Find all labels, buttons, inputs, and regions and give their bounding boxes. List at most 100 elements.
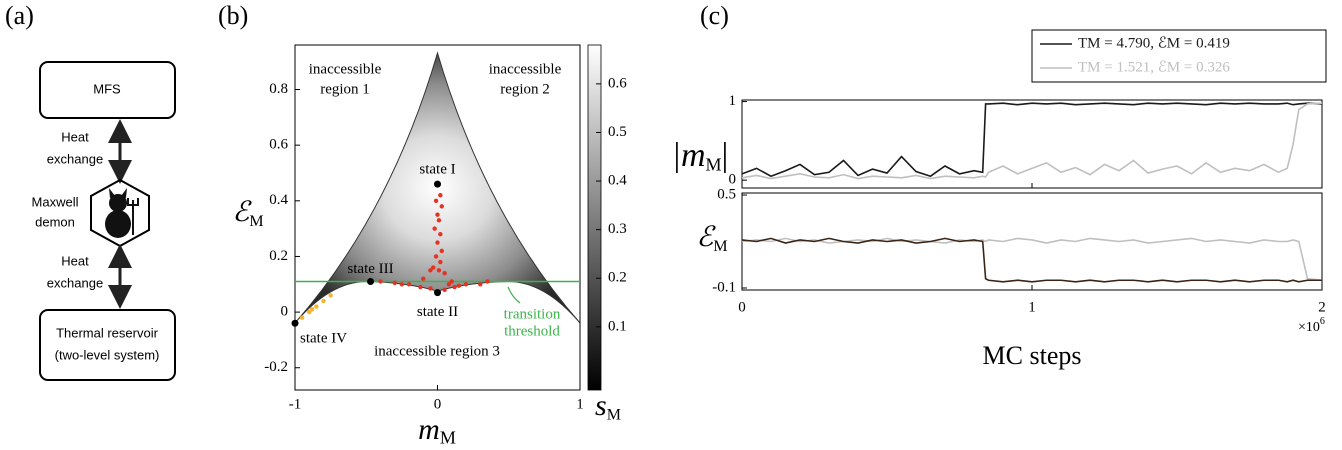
scatter-point (378, 279, 383, 284)
scatter-point (438, 231, 443, 237)
scatter-point (439, 204, 444, 209)
scatter-point (431, 265, 436, 270)
demon-text: Maxwell (32, 194, 79, 209)
state-point (434, 289, 441, 297)
label-sub: M (249, 213, 263, 230)
y-tick-label: 1 (729, 93, 737, 109)
link-text: Heat (61, 253, 89, 268)
mfs-box (39, 61, 176, 119)
box-text: Thermal reservoir (56, 325, 159, 340)
region-label: inaccessible (489, 61, 562, 77)
region-label: region 1 (320, 81, 370, 97)
axis-label: |mM| (672, 137, 729, 175)
scatter-point (442, 287, 447, 293)
plot-frame (741, 99, 1323, 189)
x-tick-label: -1 (289, 396, 302, 412)
panel-label: (c) (700, 1, 729, 30)
region-label: inaccessible region 3 (374, 343, 500, 359)
axis-label: ℰM (696, 222, 727, 254)
x-tick-label: 0 (738, 299, 746, 315)
multiplier-base: ×10 (1298, 320, 1320, 335)
colorbar-tick-label: 0.5 (608, 124, 627, 140)
scatter-point (436, 268, 442, 273)
y-tick-label: -0.1 (712, 279, 736, 295)
y-tick-label: 0 (729, 172, 737, 188)
reservoir-box (39, 309, 176, 381)
x-tick-label: 2 (1318, 299, 1326, 315)
scatter-point (452, 284, 457, 290)
scatter-point (399, 282, 405, 287)
scatter-point (438, 259, 443, 265)
scatter-point (421, 276, 426, 281)
axis-label: ℰM (232, 197, 263, 229)
colorbar-tick-label: 0.2 (608, 270, 627, 286)
colorbar-tick-label: 0.3 (608, 221, 627, 237)
x-multiplier: ×106 (1298, 316, 1325, 335)
x-tick-label: 0 (434, 396, 442, 412)
label-main: ℰ (696, 222, 716, 253)
scatter-point (438, 193, 443, 198)
phase-region (294, 44, 602, 391)
series-line (741, 237, 1323, 282)
series-line (741, 102, 1323, 178)
series-line (741, 102, 1323, 180)
scatter-point (309, 307, 315, 312)
link-text: exchange (47, 151, 103, 166)
y-tick-label: 0.4 (269, 192, 288, 208)
box-text: (two-level system) (55, 347, 160, 362)
scatter-point (449, 279, 454, 284)
label-main: ℰ (232, 197, 252, 228)
state-label: state I (419, 162, 455, 178)
threshold-label: threshold (504, 323, 560, 339)
colorbar-tick-label: 0.6 (608, 75, 627, 91)
panel-label: (b) (218, 1, 248, 30)
y-tick-label: 0.8 (269, 81, 288, 97)
colorbar-tick-label: 0.4 (608, 172, 627, 188)
panel-label: (a) (5, 1, 34, 30)
scatter-point (463, 282, 469, 287)
state-label: state II (417, 304, 458, 320)
state-point (291, 319, 299, 327)
label-tail: | (722, 137, 729, 174)
state-label: state III (347, 261, 393, 277)
scatter-point (406, 282, 412, 287)
y-tick-label: 0.2 (269, 248, 288, 264)
scatter-point (328, 293, 333, 298)
scatter-point (433, 254, 439, 259)
scatter-point (433, 198, 439, 204)
label-main: |m (672, 137, 706, 174)
scatter-point (321, 298, 326, 304)
legend-label: TM = 4.790, ℰM = 0.419 (1078, 35, 1230, 51)
scatter-point (442, 270, 447, 276)
region-label: region 2 (500, 81, 550, 97)
scatter-point (392, 280, 397, 286)
box-text: MFS (93, 81, 121, 96)
scatter-point (456, 283, 462, 288)
state-label: state IV (300, 331, 347, 347)
multiplier-exp: 6 (1320, 316, 1325, 327)
scatter-point (428, 286, 433, 291)
link-text: Heat (61, 129, 89, 144)
y-tick-label: 0.6 (269, 137, 288, 153)
colorbar (587, 44, 602, 391)
scatter-point (432, 226, 437, 231)
legend-label: TM = 1.521, ℰM = 0.326 (1078, 59, 1230, 75)
label-main: m (418, 413, 440, 446)
scatter-point (307, 309, 312, 315)
scatter-point (314, 304, 319, 309)
label-sub: M (706, 155, 722, 175)
label-main: s (595, 389, 607, 422)
legend-box (1031, 29, 1327, 83)
x-tick-label: 1 (1028, 299, 1036, 315)
scatter-point (299, 315, 305, 320)
scatter-point (478, 282, 483, 287)
scatter-point (418, 284, 423, 290)
axis-label: sM (595, 389, 621, 423)
label-sub: M (440, 428, 456, 448)
scatter-point (439, 248, 444, 254)
y-tick-label: -0.2 (264, 359, 288, 375)
x-axis-label: MC steps (983, 341, 1082, 370)
region-label: inaccessible (309, 61, 382, 77)
series-line (741, 237, 1322, 283)
